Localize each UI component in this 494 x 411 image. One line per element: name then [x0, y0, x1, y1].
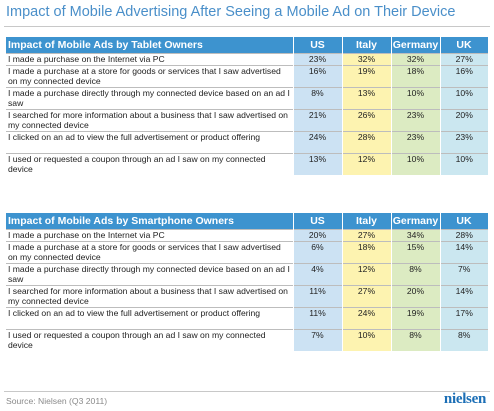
table-row: I made a purchase at a store for goods o… — [6, 241, 488, 264]
value-cell-italy: 12% — [341, 153, 391, 175]
table-row: I made a purchase on the Internet via PC… — [6, 229, 488, 242]
value-cell-uk: 14% — [439, 285, 488, 308]
value-cell-us: 4% — [292, 263, 342, 286]
value-cell-us: 13% — [292, 153, 342, 175]
row-label: I used or requested a coupon through an … — [6, 153, 293, 175]
value-cell-germany: 15% — [390, 241, 440, 264]
column-header-italy: Italy — [342, 37, 392, 54]
value-cell-uk: 28% — [439, 229, 488, 242]
column-header-uk: UK — [440, 37, 489, 54]
nielsen-logo: nielsen — [443, 391, 486, 407]
value-cell-italy: 13% — [341, 87, 391, 110]
value-cell-uk: 8% — [439, 329, 488, 351]
value-cell-germany: 18% — [390, 65, 440, 88]
row-label: I made a purchase directly through my co… — [6, 263, 293, 286]
table-row: I searched for more information about a … — [6, 109, 488, 132]
column-header-germany: Germany — [391, 37, 441, 54]
table-title: Impact of Mobile Ads by Smartphone Owner… — [6, 213, 294, 230]
table-row: I searched for more information about a … — [6, 285, 488, 308]
table-header-row: Impact of Mobile Ads by Smartphone Owner… — [6, 213, 489, 230]
value-cell-italy: 19% — [341, 65, 391, 88]
source-note: Source: Nielsen (Q3 2011) — [6, 396, 108, 406]
table-row: I made a purchase directly through my co… — [6, 87, 488, 110]
value-cell-germany: 23% — [390, 109, 440, 132]
value-cell-uk: 17% — [439, 307, 488, 330]
value-cell-us: 24% — [292, 131, 342, 154]
value-cell-italy: 18% — [341, 241, 391, 264]
table-row: I used or requested a coupon through an … — [6, 329, 488, 351]
value-cell-us: 23% — [292, 53, 342, 66]
column-header-germany: Germany — [391, 213, 441, 230]
table-row: I made a purchase directly through my co… — [6, 263, 488, 286]
value-cell-uk: 27% — [439, 53, 488, 66]
value-cell-italy: 28% — [341, 131, 391, 154]
title-divider — [4, 26, 490, 27]
value-cell-uk: 7% — [439, 263, 488, 286]
table-header-row: Impact of Mobile Ads by Tablet Owners US… — [6, 37, 489, 54]
value-cell-italy: 26% — [341, 109, 391, 132]
table-row: I made a purchase at a store for goods o… — [6, 65, 488, 88]
value-cell-uk: 20% — [439, 109, 488, 132]
tablet-owners-table: Impact of Mobile Ads by Tablet Owners US… — [6, 37, 489, 175]
row-label: I made a purchase directly through my co… — [6, 87, 293, 110]
value-cell-uk: 23% — [439, 131, 488, 154]
value-cell-germany: 10% — [390, 153, 440, 175]
value-cell-us: 20% — [292, 229, 342, 242]
value-cell-germany: 8% — [390, 329, 440, 351]
value-cell-italy: 27% — [341, 285, 391, 308]
value-cell-us: 11% — [292, 307, 342, 330]
value-cell-italy: 27% — [341, 229, 391, 242]
row-label: I clicked on an ad to view the full adve… — [6, 307, 293, 330]
value-cell-us: 8% — [292, 87, 342, 110]
value-cell-italy: 24% — [341, 307, 391, 330]
value-cell-germany: 32% — [390, 53, 440, 66]
value-cell-italy: 10% — [341, 329, 391, 351]
column-header-italy: Italy — [342, 213, 392, 230]
column-header-uk: UK — [440, 213, 489, 230]
value-cell-italy: 12% — [341, 263, 391, 286]
value-cell-us: 6% — [292, 241, 342, 264]
value-cell-us: 7% — [292, 329, 342, 351]
table-title: Impact of Mobile Ads by Tablet Owners — [6, 37, 294, 54]
value-cell-italy: 32% — [341, 53, 391, 66]
table-row: I clicked on an ad to view the full adve… — [6, 307, 488, 330]
value-cell-germany: 34% — [390, 229, 440, 242]
value-cell-germany: 19% — [390, 307, 440, 330]
value-cell-uk: 14% — [439, 241, 488, 264]
smartphone-owners-table: Impact of Mobile Ads by Smartphone Owner… — [6, 213, 489, 351]
value-cell-us: 11% — [292, 285, 342, 308]
column-header-us: US — [293, 37, 343, 54]
table-row: I used or requested a coupon through an … — [6, 153, 488, 175]
value-cell-uk: 16% — [439, 65, 488, 88]
value-cell-us: 16% — [292, 65, 342, 88]
row-label: I made a purchase at a store for goods o… — [6, 241, 293, 264]
value-cell-us: 21% — [292, 109, 342, 132]
value-cell-germany: 10% — [390, 87, 440, 110]
row-label: I made a purchase at a store for goods o… — [6, 65, 293, 88]
row-label: I searched for more information about a … — [6, 285, 293, 308]
column-header-us: US — [293, 213, 343, 230]
value-cell-germany: 23% — [390, 131, 440, 154]
row-label: I made a purchase on the Internet via PC — [6, 229, 293, 242]
footer-divider — [4, 391, 490, 392]
value-cell-uk: 10% — [439, 87, 488, 110]
table-row: I made a purchase on the Internet via PC… — [6, 53, 488, 66]
value-cell-germany: 8% — [390, 263, 440, 286]
row-label: I made a purchase on the Internet via PC — [6, 53, 293, 66]
chart-title: Impact of Mobile Advertising After Seein… — [6, 4, 456, 20]
row-label: I searched for more information about a … — [6, 109, 293, 132]
value-cell-germany: 20% — [390, 285, 440, 308]
table-row: I clicked on an ad to view the full adve… — [6, 131, 488, 154]
value-cell-uk: 10% — [439, 153, 488, 175]
row-label: I used or requested a coupon through an … — [6, 329, 293, 351]
row-label: I clicked on an ad to view the full adve… — [6, 131, 293, 154]
